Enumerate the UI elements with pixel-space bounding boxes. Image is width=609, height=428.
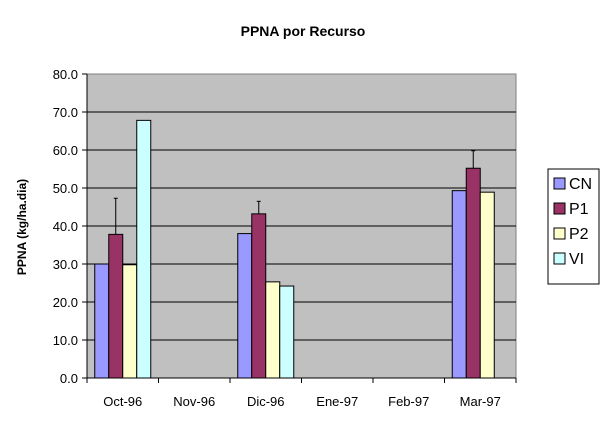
legend-label-p2: P2 [569,226,589,243]
x-tick-label: Nov-96 [173,394,215,409]
y-tick-label: 30.0 [53,257,78,272]
bar-p1 [108,233,124,379]
bar-cn [94,263,110,379]
legend-swatch-p1 [553,202,566,215]
bar-p1 [465,167,481,379]
legend-label-vi: VI [569,251,584,268]
y-axis-label: PPNA (kg/ha.dia) [15,179,29,275]
bar-vi [136,119,152,379]
legend-label-p1: P1 [569,201,589,218]
x-tick-label: Dic-96 [247,394,285,409]
x-tick-label: Oct-96 [103,394,142,409]
y-tick-label: 0.0 [60,371,78,386]
x-tick-label: Ene-97 [316,394,358,409]
y-tick-label: 50.0 [53,181,78,196]
bar-p2 [122,264,138,379]
y-tick-label: 60.0 [53,143,78,158]
bar-p2 [479,191,495,379]
legend-swatch-cn [553,177,566,190]
bar-p2 [265,281,281,379]
plot-area: 0.0 10.0 20.0 30.0 40.0 50.0 60.0 70.0 80.0 Oct-9… [53,67,517,409]
y-tick-label: 70.0 [53,105,78,120]
chart-title: PPNA por Recurso [241,23,366,39]
legend-label-cn: CN [569,176,592,193]
x-tick-label: Feb-97 [388,394,429,409]
y-tick-label: 40.0 [53,219,78,234]
bar-cn [451,190,467,379]
legend: CN P1 P2 VI [547,168,600,285]
x-tick-label: Mar-97 [460,394,501,409]
legend-swatch-p2 [553,227,566,240]
y-tick-label: 80.0 [53,67,78,82]
bar-cn [237,233,253,379]
bar-vi [279,285,295,379]
bar-p1 [251,213,267,379]
y-tick-label: 20.0 [53,295,78,310]
legend-swatch-vi [553,252,566,265]
y-tick-label: 10.0 [53,333,78,348]
